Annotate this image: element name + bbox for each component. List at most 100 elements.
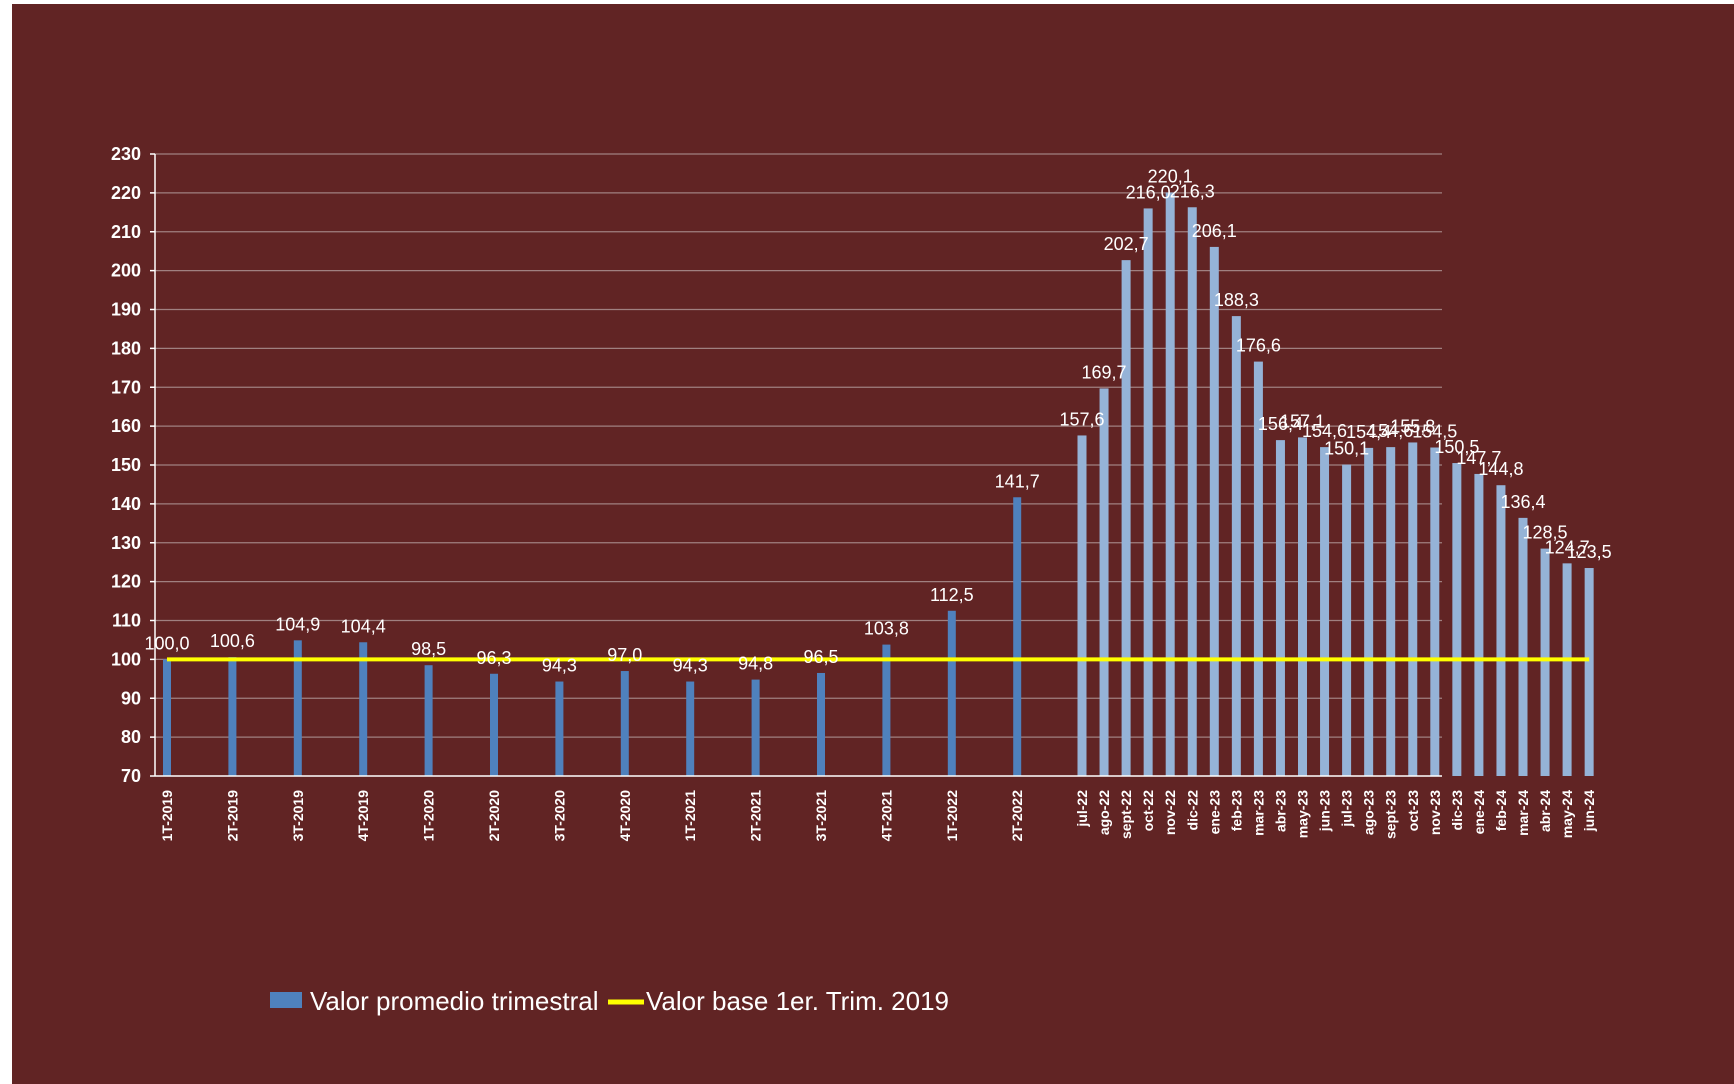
data-label: 150,5 [1434,437,1479,457]
bar [751,679,760,776]
bar [1474,473,1484,776]
category-label: 3T-2021 [813,790,829,842]
category-label: 3T-2019 [290,790,306,842]
category-label: oct-23 [1405,790,1421,831]
data-label: 94,3 [673,656,708,676]
category-label: jun-24 [1581,790,1597,832]
y-tick-label: 140 [111,494,141,514]
category-label: 1T-2019 [159,790,175,842]
category-label: abr-23 [1272,790,1288,832]
bar [1253,361,1263,776]
data-label: 157,6 [1059,409,1104,429]
y-tick-label: 160 [111,416,141,436]
category-label: ago-22 [1096,790,1112,835]
category-label: 2T-2021 [748,790,764,842]
bar [1275,440,1285,776]
data-label: 150,1 [1324,439,1369,459]
y-tick-label: 180 [111,338,141,358]
category-label: may-23 [1295,790,1311,838]
category-label: ago-23 [1361,790,1377,835]
bar [1165,192,1175,776]
bar [1209,246,1219,776]
bar [1518,517,1528,776]
data-label: 144,8 [1478,459,1523,479]
legend-label-bars: Valor promedio trimestral [310,986,599,1016]
bar [1430,447,1440,776]
category-label: sept-22 [1118,790,1134,839]
category-label: 2T-2022 [1009,790,1025,842]
bar [1408,442,1418,776]
category-label: abr-24 [1537,790,1553,832]
y-tick-label: 100 [111,649,141,669]
gridlines [150,153,1442,777]
bar [1187,207,1197,777]
category-label: feb-23 [1228,790,1244,831]
data-label: 97,0 [607,645,642,665]
data-label: 124,7 [1545,537,1590,557]
data-label: 103,8 [864,619,909,639]
legend-label-baseline: Valor base 1er. Trim. 2019 [646,986,949,1016]
category-label: 3T-2020 [551,790,567,842]
bar [947,610,956,776]
y-tick-label: 210 [111,222,141,242]
category-label: sept-23 [1383,790,1399,839]
bar [1540,548,1550,776]
category-label: oct-22 [1140,790,1156,831]
category-label: ene-23 [1206,790,1222,835]
data-label: 100,6 [210,631,255,651]
bar [424,665,433,776]
data-label: 155,8 [1390,416,1435,436]
bars [163,192,1594,777]
category-labels: 1T-2019 2T-2019 3T-2019 4T-2019 1T-2020 2T-20… [159,790,1597,842]
bar [1099,388,1109,776]
data-label: 98,5 [411,639,446,659]
y-tick-label: 120 [111,572,141,592]
data-label: 128,5 [1523,523,1568,543]
category-label: ene-24 [1471,790,1487,835]
bar [882,644,891,776]
data-label: 154,4 [1346,422,1391,442]
data-label: 123,5 [1567,542,1612,562]
category-label: 1T-2022 [944,790,960,842]
category-label: dic-22 [1184,790,1200,831]
data-label: 206,1 [1192,221,1237,241]
data-label: 94,8 [738,654,773,674]
data-label: 94,3 [542,656,577,676]
bar [1386,447,1396,776]
category-label: 1T-2020 [421,790,437,842]
category-label: 2T-2020 [486,790,502,842]
bar [620,671,629,776]
category-label: jul-22 [1074,790,1090,828]
bar [686,681,695,776]
bar [1364,447,1374,776]
bar [1077,435,1087,776]
category-label: 1T-2021 [682,790,698,842]
category-label: 4T-2019 [355,790,371,842]
category-label: may-24 [1559,790,1575,838]
data-label: 157,1 [1280,411,1325,431]
bar [163,659,171,776]
bar [293,640,302,776]
y-tick-label: 90 [121,688,141,708]
data-label: 156,4 [1258,414,1303,434]
data-label: 216,3 [1170,181,1215,201]
bar [1584,568,1594,776]
data-label: 154,6 [1302,421,1347,441]
data-label: 104,4 [341,616,386,636]
bar [1013,497,1022,776]
chart-panel: 70 80 90 100 110 120 130 140 150 160 170 180 190 200 2… [12,4,1734,1084]
data-label: 169,7 [1082,362,1127,382]
data-label: 216,0 [1126,182,1171,202]
bar [555,681,564,776]
data-label: 220,1 [1148,166,1193,186]
category-label: jul-23 [1339,790,1355,828]
data-label: 188,3 [1214,290,1259,310]
data-label: 136,4 [1500,492,1545,512]
bar [817,672,825,776]
data-label: 96,5 [803,647,838,667]
bar [1496,485,1506,776]
y-tick-label: 130 [111,533,141,553]
bar [1143,208,1153,777]
bar [1320,447,1330,776]
category-label: 2T-2019 [224,790,240,842]
